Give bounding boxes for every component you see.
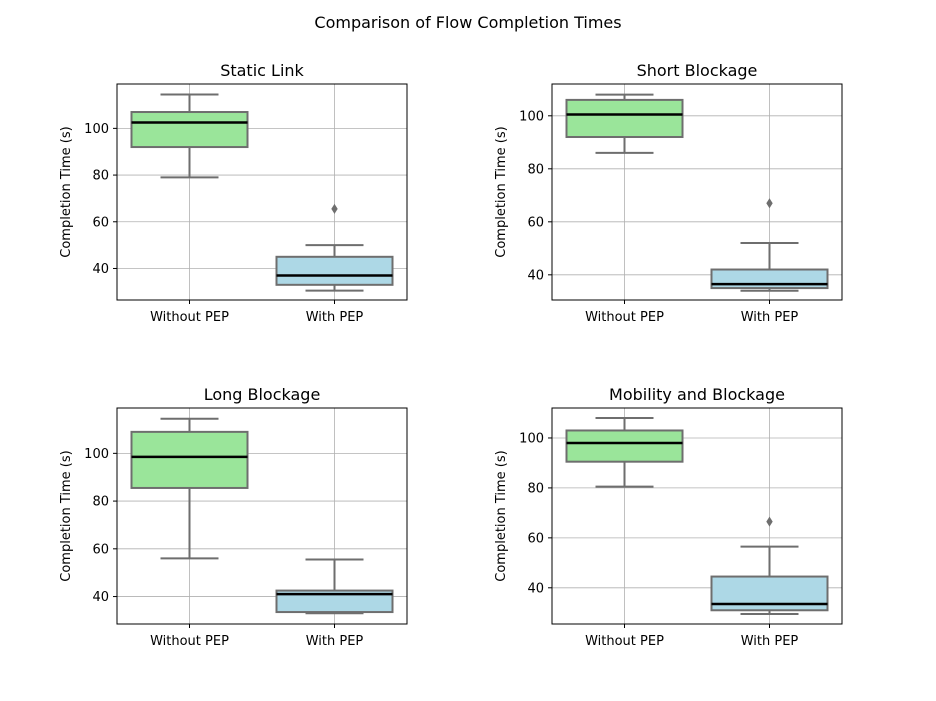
iqr-box [275, 255, 394, 286]
subplot-title: Static Link [220, 61, 304, 80]
box-without-pep [130, 417, 249, 560]
box-without-pep [130, 93, 249, 179]
iqr-box [130, 430, 249, 489]
y-tick-label: 60 [527, 531, 544, 546]
y-tick-label: 60 [92, 215, 109, 230]
axes-frame [551, 83, 843, 301]
y-tick-label: 40 [527, 268, 544, 283]
axes-frame [116, 83, 408, 301]
y-tick-label: 60 [527, 215, 544, 230]
box-with-pep [275, 203, 394, 292]
figure-title: Comparison of Flow Completion Times [314, 13, 621, 32]
subplot-title: Mobility and Blockage [609, 385, 785, 404]
y-tick-label: 40 [92, 590, 109, 605]
outlier-point [766, 198, 773, 209]
box-with-pep [275, 558, 394, 615]
subplot-4: 40 60 80 100 Without PEP With PEP Mobility and… [494, 385, 843, 649]
y-tick-label: 80 [527, 481, 544, 496]
y-tick-label: 80 [527, 162, 544, 177]
outlier-point [331, 203, 338, 214]
x-tick-label: Without PEP [585, 634, 664, 649]
iqr-box [565, 429, 684, 463]
box-without-pep [565, 93, 684, 154]
y-tick-label: 40 [92, 262, 109, 277]
axes-frame [116, 407, 408, 625]
subplot-grid: 40 60 80 100 Without PEP With PEP Static Link C… [59, 61, 843, 649]
iqr-box [565, 98, 684, 139]
iqr-box [130, 111, 249, 149]
y-tick-label: 100 [519, 431, 544, 446]
y-axis-label: Completion Time (s) [59, 450, 74, 581]
box-with-pep [710, 198, 829, 292]
subplot-2: 40 60 80 100 Without PEP With PEP Short Blocka… [494, 61, 843, 325]
y-tick-label: 80 [92, 495, 109, 510]
subplot-title: Short Blockage [637, 61, 758, 80]
y-tick-label: 60 [92, 542, 109, 557]
y-tick-label: 100 [519, 109, 544, 124]
x-tick-label: With PEP [741, 634, 799, 649]
y-tick-label: 40 [527, 581, 544, 596]
x-tick-label: Without PEP [150, 634, 229, 649]
x-tick-label: Without PEP [585, 310, 664, 325]
subplot-title: Long Blockage [204, 385, 321, 404]
x-tick-label: With PEP [306, 634, 364, 649]
y-tick-label: 100 [84, 122, 109, 137]
iqr-box [275, 589, 394, 614]
outlier-point [766, 516, 773, 527]
axes-frame [551, 407, 843, 625]
y-axis-label: Completion Time (s) [494, 450, 509, 581]
box-with-pep [710, 516, 829, 616]
y-axis-label: Completion Time (s) [59, 126, 74, 257]
box-without-pep [565, 416, 684, 488]
subplot-3: 40 60 80 100 Without PEP With PEP Long Blockag… [59, 385, 408, 649]
x-tick-label: Without PEP [150, 310, 229, 325]
x-tick-label: With PEP [306, 310, 364, 325]
y-tick-label: 100 [84, 447, 109, 462]
y-tick-label: 80 [92, 169, 109, 184]
subplot-1: 40 60 80 100 Without PEP With PEP Static Link C… [59, 61, 408, 325]
x-tick-label: With PEP [741, 310, 799, 325]
y-axis-label: Completion Time (s) [494, 126, 509, 257]
